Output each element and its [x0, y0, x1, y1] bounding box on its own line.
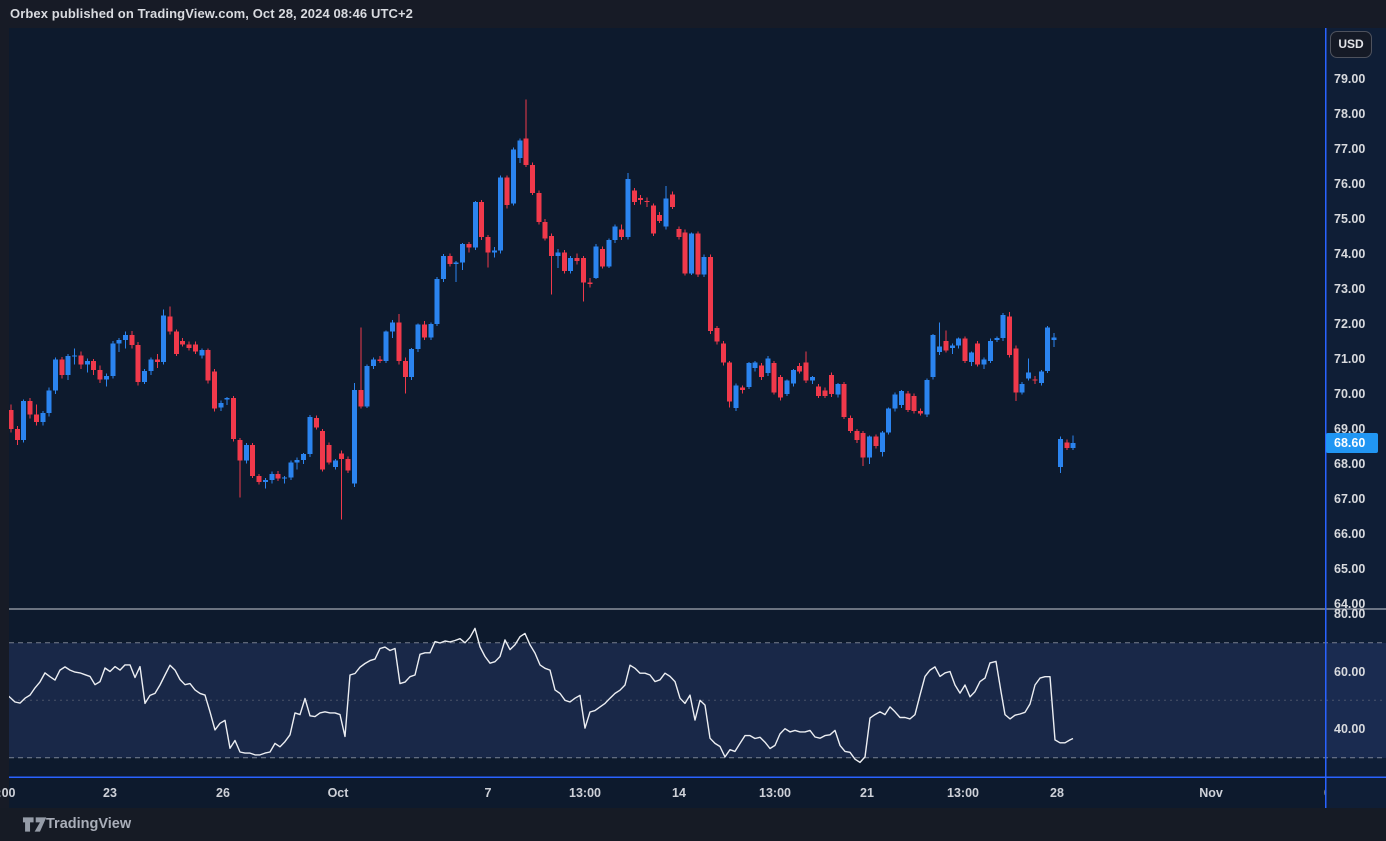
price-tick-label: 70.00 — [1334, 387, 1366, 401]
time-tick-label: 04 — [1324, 778, 1325, 808]
price-axis[interactable] — [1326, 28, 1386, 808]
time-tick-label: 14 — [672, 786, 686, 800]
price-tick-label: 71.00 — [1334, 352, 1366, 366]
price-tick-label: 73.00 — [1334, 282, 1366, 296]
time-tick-label: 23 — [103, 786, 117, 800]
price-tick-label: 77.00 — [1334, 142, 1366, 156]
time-tick-label: 26 — [216, 786, 230, 800]
time-tick-label: Oct — [327, 786, 349, 800]
publish-banner: Orbex published on TradingView.com, Oct … — [0, 0, 1386, 28]
price-tick-label: 68.00 — [1334, 457, 1366, 471]
tradingview-brand-text[interactable]: TradingView — [46, 816, 132, 832]
time-tick-label: 21 — [860, 786, 874, 800]
time-tick-label: 13:00 — [759, 786, 791, 800]
price-axis-labels: 79.00 78.00 77.00 76.00 75.00 74.00 73.00 72.00… — [1326, 28, 1386, 808]
price-tick-label: 72.00 — [1334, 317, 1366, 331]
price-tick-label: 75.00 — [1334, 212, 1366, 226]
publish-text: Orbex published on TradingView.com, Oct … — [10, 6, 413, 21]
rsi-tick-label: 80.00 — [1334, 607, 1366, 621]
price-tick-label: 69.00 — [1334, 422, 1366, 436]
time-tick-label: Nov — [1199, 786, 1223, 800]
time-tick-label: 7 — [484, 786, 492, 800]
price-tick-label: 66.00 — [1334, 527, 1366, 541]
price-tick-label: 74.00 — [1334, 247, 1366, 261]
rsi-band-fill — [0, 643, 1386, 758]
rsi-tick-label: 60.00 — [1334, 664, 1366, 679]
price-tick-label: 79.00 — [1334, 72, 1366, 86]
price-tick-label: 65.00 — [1334, 562, 1366, 576]
time-tick-label: 3:00 — [0, 786, 16, 800]
rsi-tick-label: 40.00 — [1334, 722, 1366, 736]
time-tick-label: 13:00 — [569, 786, 601, 800]
time-tick-label: 13:00 — [947, 786, 979, 800]
tradingview-footer: TradingView — [0, 808, 1386, 841]
tradingview-logo-icon[interactable] — [22, 816, 48, 833]
usd-button[interactable]: USD — [1330, 31, 1372, 58]
time-axis[interactable]: 3:00 23 26 Oct 7 13:00 14 13:00 21 13:00 28 Nov 04 — [0, 778, 1325, 808]
price-tick-label: 64.00 — [1334, 597, 1366, 611]
price-tick-label: 76.00 — [1334, 177, 1366, 191]
left-edge-strip — [0, 28, 9, 808]
price-tick-label: 67.00 — [1334, 492, 1366, 506]
last-price-label: 68.60 — [1326, 433, 1378, 453]
price-tick-label: 78.00 — [1334, 107, 1366, 121]
time-tick-label: 28 — [1050, 786, 1064, 800]
